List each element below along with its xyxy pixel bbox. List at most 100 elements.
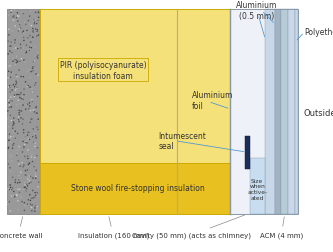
Point	[14, 55, 19, 59]
Point	[22, 201, 27, 205]
Point	[11, 15, 17, 19]
Point	[12, 94, 17, 98]
Point	[20, 96, 25, 100]
Point	[6, 139, 12, 143]
Point	[35, 95, 40, 99]
Point	[16, 174, 22, 178]
Point	[10, 30, 15, 34]
Point	[6, 188, 12, 192]
Point	[35, 19, 41, 23]
Point	[7, 104, 12, 108]
Point	[34, 112, 39, 116]
Point	[5, 187, 11, 191]
Point	[7, 50, 13, 54]
Point	[11, 135, 16, 139]
Point	[22, 143, 27, 147]
Point	[8, 41, 14, 45]
Point	[22, 185, 28, 190]
Point	[25, 131, 31, 135]
Point	[11, 130, 16, 134]
Point	[15, 20, 20, 24]
Point	[25, 71, 30, 75]
Point	[16, 111, 22, 115]
Point	[15, 93, 20, 97]
Point	[14, 194, 20, 198]
Point	[35, 146, 40, 150]
Point	[16, 208, 21, 212]
Point	[10, 176, 15, 180]
Point	[20, 118, 26, 122]
Point	[27, 35, 33, 39]
Point	[21, 165, 26, 169]
Point	[14, 104, 19, 108]
Point	[22, 21, 28, 25]
Point	[21, 131, 26, 135]
Point	[11, 122, 17, 126]
Point	[26, 68, 32, 72]
Point	[14, 82, 19, 86]
Point	[14, 87, 19, 91]
Point	[6, 147, 11, 151]
Point	[18, 91, 24, 95]
Bar	[250, 159, 265, 214]
Point	[35, 57, 40, 61]
Point	[7, 86, 12, 90]
Point	[10, 57, 16, 61]
Point	[16, 118, 21, 122]
Point	[21, 32, 26, 36]
Point	[24, 189, 29, 193]
Point	[28, 202, 33, 206]
Point	[9, 105, 14, 109]
Point	[18, 97, 24, 101]
Point	[20, 140, 26, 144]
Point	[12, 9, 17, 13]
Point	[15, 152, 20, 156]
Point	[33, 136, 39, 140]
Point	[21, 188, 26, 192]
Point	[13, 39, 18, 43]
Point	[13, 130, 18, 134]
Point	[25, 51, 30, 55]
Point	[29, 118, 34, 122]
Point	[36, 34, 41, 38]
Point	[9, 89, 15, 93]
Point	[6, 116, 11, 120]
Point	[6, 14, 11, 18]
Point	[23, 173, 28, 177]
Point	[6, 162, 11, 166]
Point	[34, 154, 40, 158]
Point	[13, 63, 18, 67]
Point	[21, 59, 27, 63]
Point	[36, 12, 41, 16]
Point	[16, 115, 21, 119]
Point	[35, 56, 40, 60]
Point	[25, 160, 30, 164]
Point	[27, 46, 32, 50]
Point	[11, 195, 16, 199]
Point	[30, 91, 36, 95]
Point	[13, 137, 18, 141]
Point	[21, 75, 26, 79]
Point	[8, 183, 13, 187]
Point	[16, 15, 22, 19]
Point	[22, 185, 28, 189]
Point	[24, 29, 30, 33]
Point	[15, 197, 20, 201]
Point	[30, 135, 36, 139]
Text: Cavity (50 mm) (acts as chimney): Cavity (50 mm) (acts as chimney)	[132, 215, 251, 238]
Point	[14, 59, 19, 63]
Point	[8, 114, 13, 118]
Point	[23, 23, 28, 27]
Point	[22, 136, 27, 140]
Point	[9, 159, 15, 163]
Point	[30, 36, 35, 40]
Point	[7, 45, 13, 49]
Point	[16, 93, 22, 97]
Point	[14, 80, 19, 84]
Point	[7, 99, 13, 103]
Point	[30, 36, 36, 40]
Point	[8, 45, 13, 49]
Point	[10, 186, 15, 190]
Point	[17, 69, 22, 73]
Point	[26, 131, 32, 135]
